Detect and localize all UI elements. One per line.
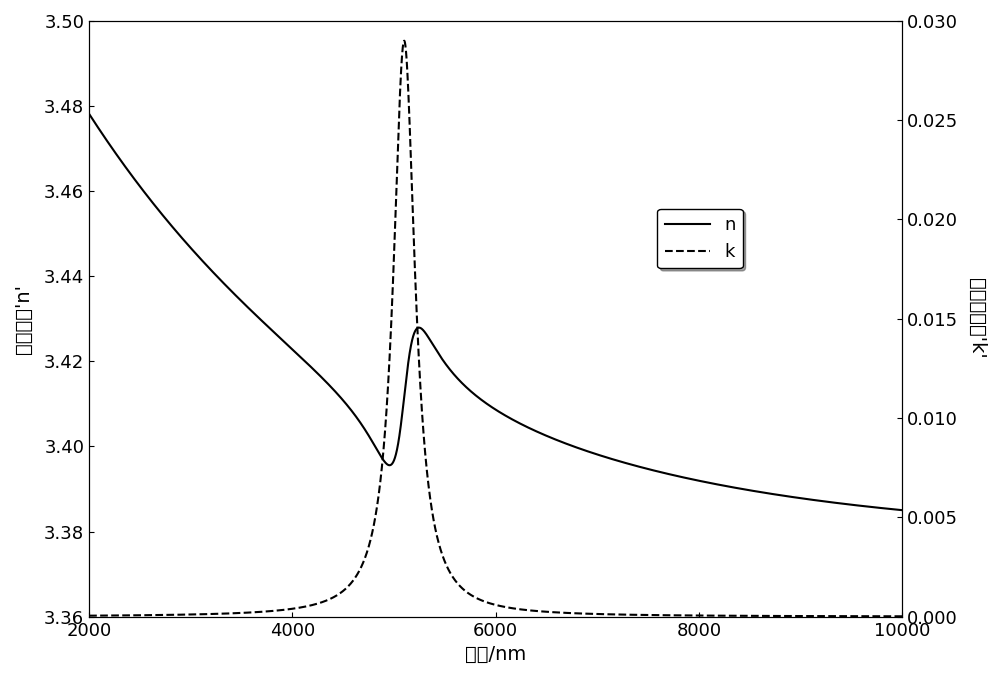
- n: [132, 180, 144, 188]
- k: [896, 612, 908, 620]
- n: [481, 399, 493, 407]
- k: [398, 37, 410, 45]
- k: [87, 612, 99, 620]
- k: [117, 612, 129, 620]
- Y-axis label: 消光系数，'k': 消光系数，'k': [967, 279, 986, 359]
- n: [853, 502, 865, 510]
- n: [83, 110, 95, 118]
- X-axis label: 波长/nm: 波长/nm: [465, 645, 526, 664]
- k: [242, 609, 254, 617]
- n: [87, 115, 99, 123]
- Legend: n, k: n, k: [657, 209, 743, 268]
- Line: n: n: [89, 114, 902, 510]
- n: [896, 506, 908, 514]
- k: [853, 612, 865, 620]
- Y-axis label: 折射率，'n': 折射率，'n': [14, 284, 33, 354]
- k: [132, 611, 144, 619]
- k: [83, 612, 95, 620]
- n: [117, 159, 129, 167]
- k: [481, 598, 493, 606]
- n: [242, 304, 254, 312]
- Line: k: k: [89, 41, 902, 616]
